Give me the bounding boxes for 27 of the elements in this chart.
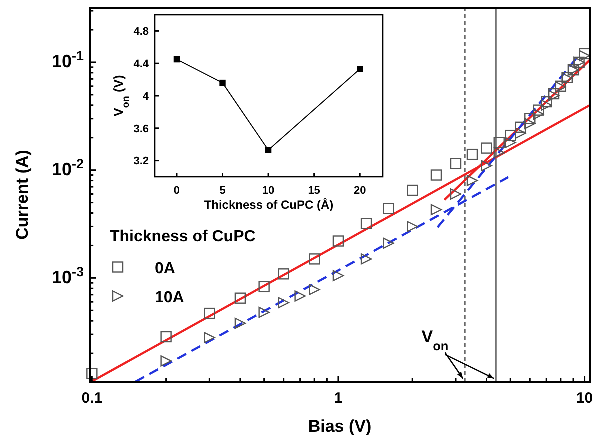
annotation: V$_{on}$ [422,328,449,354]
x-tick-label: 10 [576,390,594,407]
x-tick-label: 10 [262,185,275,197]
y-tick-label: 4.8 [134,26,149,38]
y-tick-label: 4 [142,90,150,103]
point [220,80,226,86]
y-axis-title: Current (A) [13,150,32,240]
point [357,66,364,72]
x-tick-label: 0.1 [82,390,103,407]
x-tick-label: 0 [174,185,180,197]
y-tick-label: 3.6 [134,123,149,136]
legend-title: Thickness of CuPC [110,228,256,246]
x-axis-title: Bias (V) [308,417,372,436]
x-axis-title: Thickness of CuPC (Å) [204,198,334,212]
y-tick-label: 10$^{-3}$ [52,264,84,288]
x-tick-label: 1 [334,390,343,407]
point [174,56,180,63]
x-tick-label: 20 [354,185,366,197]
legend-label: 10A [155,289,185,306]
x-tick-label: 5 [220,185,226,197]
y-tick-label: 10$^{-2}$ [52,156,84,180]
y-tick-label: 3.2 [134,156,149,168]
x-tick-label: 15 [308,185,320,197]
y-tick-label: 10$^{-1}$ [52,48,84,72]
point [265,147,272,154]
legend-label: 0A [155,260,176,278]
y-tick-label: 4.4 [134,58,150,70]
